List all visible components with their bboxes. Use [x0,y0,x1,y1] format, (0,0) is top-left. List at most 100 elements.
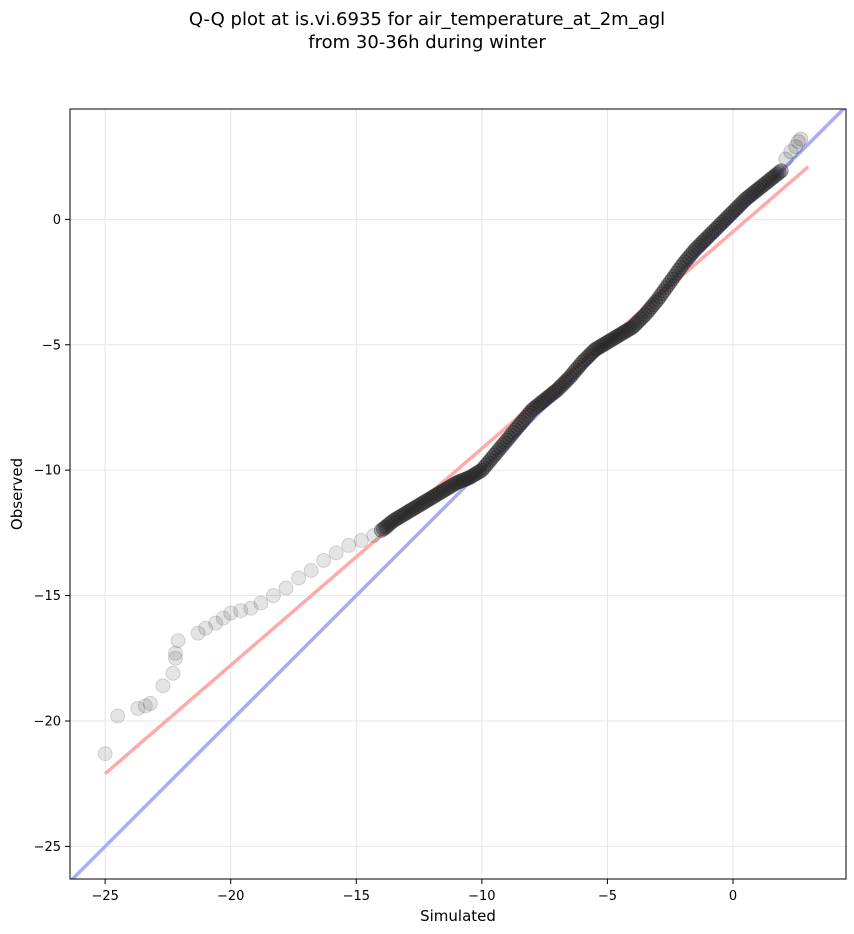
data-point [602,333,618,349]
x-tick-label: −15 [343,889,370,904]
data-point [442,478,458,494]
data-point [243,600,259,616]
data-point [316,552,332,568]
data-point [265,588,281,604]
data-point [637,307,653,323]
data-point [612,327,628,343]
data-point [384,514,400,530]
data-point [591,339,607,355]
data-point [708,221,724,237]
data-point [440,480,456,496]
data-point [415,495,431,511]
data-point [558,374,574,390]
data-point [493,440,509,456]
data-point [497,435,513,451]
data-point [430,486,446,502]
data-point [539,390,555,406]
y-axis-label: Observed [8,458,26,530]
data-point [167,650,183,666]
data-point [386,512,402,528]
data-point [662,274,678,290]
data-point [468,466,484,482]
data-point [712,216,728,232]
data-point [409,499,425,515]
data-point [155,678,171,694]
data-point [666,268,682,284]
data-point [378,520,394,536]
data-point [668,265,684,281]
data-point [489,445,505,461]
data-point [514,415,530,431]
data-point [291,570,307,586]
data-point [683,246,699,262]
data-point [723,206,739,222]
data-point [687,241,703,257]
y-tick-label: −15 [34,589,61,604]
data-point [549,382,565,398]
data-point [208,615,224,631]
data-point [681,249,697,265]
data-point [576,352,592,368]
x-tick-label: 0 [729,889,737,904]
data-point [403,502,419,518]
data-point [671,262,687,278]
data-point [463,468,479,484]
data-point [721,208,737,224]
y-tick-label: −20 [34,714,61,729]
data-point [631,313,647,329]
data-point [635,309,651,325]
data-point [518,410,534,426]
data-point [198,620,214,636]
data-point [704,225,720,241]
data-point [470,465,486,481]
data-point [97,746,113,762]
data-point [783,144,799,160]
data-point [658,280,674,296]
data-point [366,527,382,543]
data-point [413,496,429,512]
data-point [746,185,762,201]
data-point [524,402,540,418]
data-point [526,400,542,416]
data-point [614,325,630,341]
x-axis-label: Simulated [420,907,496,925]
data-point [484,450,500,466]
data-point [570,359,586,375]
data-point [731,198,747,214]
data-point [417,494,433,510]
data-point [503,427,519,443]
data-point [507,422,523,438]
data-point [543,387,559,403]
data-point [480,455,496,471]
data-point [694,235,710,251]
data-point [698,231,714,247]
x-tick-label: −20 [217,889,244,904]
data-point [595,337,611,353]
data-point [696,233,712,249]
data-point [738,191,754,207]
data-point [633,311,649,327]
data-point [639,304,655,320]
data-point [702,227,718,243]
data-point [652,289,668,305]
data-point [622,320,638,336]
data-point [190,625,206,641]
data-point [715,214,731,230]
data-point [733,195,749,211]
data-point [459,471,475,487]
data-point [769,166,785,182]
data-point [436,482,452,498]
data-point [740,190,756,206]
data-point [599,334,615,350]
data-point [593,338,609,354]
data-point [719,210,735,226]
axes-frame [69,108,847,880]
chart-title-line-1: Q-Q plot at is.vi.6935 for air_temperatu… [188,9,666,30]
data-point [449,475,465,491]
data-point [130,700,146,716]
data-point [692,237,708,253]
x-tick-label: −25 [91,889,118,904]
data-point [641,302,657,318]
data-point [465,467,481,483]
data-point [165,665,181,681]
